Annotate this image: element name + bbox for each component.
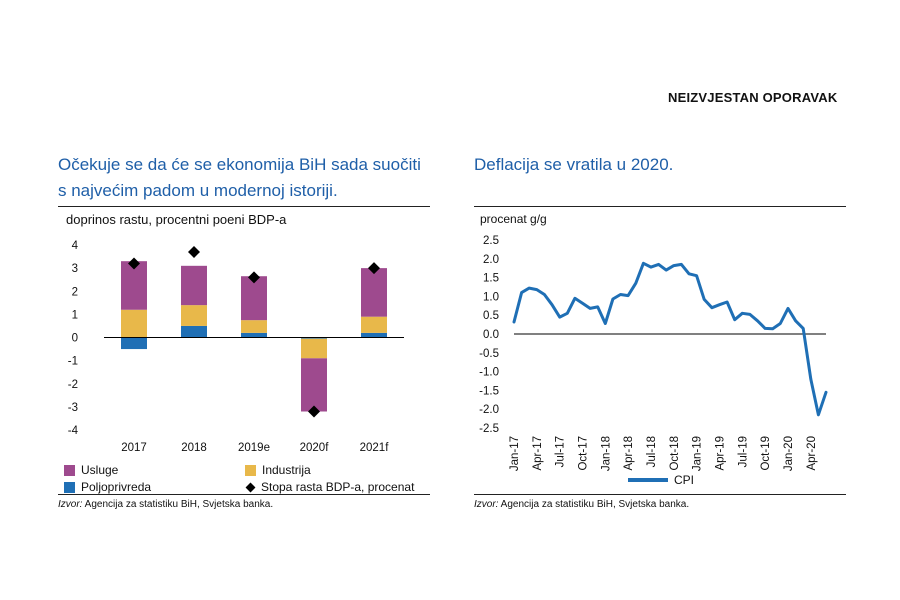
cpi-series-line (512, 261, 828, 417)
y-tick-label: -2 (68, 379, 78, 391)
bar-segment-industrija-2021f (361, 316, 387, 333)
x-tick-label: Oct-17 (577, 436, 589, 471)
left-source-prefix: Izvor: (58, 499, 83, 510)
y-tick-label: 2.0 (483, 254, 499, 266)
bar-segment-usluge-2020f (301, 358, 327, 412)
right-source-note: Izvor: Agencija za statistiku BiH, Svjet… (474, 499, 689, 510)
x-tick-label: 2020f (300, 442, 330, 454)
legend-line-cpi (628, 478, 668, 482)
y-tick-label: -4 (68, 425, 79, 437)
right-chart-title: Deflacija se vratila u 2020. (474, 155, 674, 174)
bar-segment-industrija-2017 (121, 309, 147, 338)
right-title-rule (474, 206, 846, 207)
legend-label-gdp-growth: Stopa rasta BDP-a, procenat (261, 480, 415, 494)
legend-item-cpi: CPI (628, 473, 694, 487)
legend-label-cpi: CPI (674, 473, 695, 487)
x-tick-label: 2018 (181, 442, 207, 454)
y-tick-label: 3 (72, 263, 78, 275)
y-tick-label: -3 (68, 402, 78, 414)
x-tick-label: Jul-19 (737, 436, 749, 467)
gdp-growth-marker-2017 (128, 257, 140, 270)
left-chart-ylabel: doprinos rastu, procentni poeni BDP-a (66, 212, 287, 227)
bar-segment-poljoprivreda-2020f (301, 337, 327, 339)
y-tick-label: 2.5 (483, 235, 499, 247)
y-tick-label: 1.5 (483, 273, 499, 285)
legend-label-industry: Industrija (262, 463, 311, 477)
x-tick-label: 2019e (238, 442, 270, 454)
x-tick-label: Apr-20 (806, 436, 818, 471)
left-title-rule (58, 206, 430, 207)
left-legend-rule (58, 494, 430, 495)
bar-segment-industrija-2019e (241, 320, 267, 333)
right-legend-rule (474, 494, 846, 495)
legend-swatch-services (64, 464, 75, 476)
bar-segment-usluge-2018 (181, 265, 207, 306)
y-tick-label: 2 (72, 286, 78, 298)
y-tick-label: 1 (72, 309, 78, 321)
y-tick-label: 0.5 (483, 310, 499, 322)
legend-swatch-agriculture (64, 481, 75, 493)
x-tick-label: Jul-17 (555, 436, 567, 467)
y-tick-label: -1.5 (479, 385, 499, 397)
legend-label-agriculture: Poljoprivreda (81, 480, 152, 494)
legend-swatch-industry (245, 464, 256, 476)
x-tick-label: Apr-19 (714, 436, 726, 471)
bar-segment-poljoprivreda-2019e (241, 332, 267, 338)
x-tick-label: Jan-19 (692, 436, 704, 471)
gdp-growth-marker-2018 (188, 245, 200, 258)
bar-segment-usluge-2021f (361, 268, 387, 317)
left-source-text: Agencija za statistiku BiH, Svjetska ban… (82, 499, 274, 510)
bar-segment-poljoprivreda-2017 (121, 337, 147, 350)
x-tick-label: 2017 (121, 442, 147, 454)
bar-segment-usluge-2019e (241, 276, 267, 321)
gdp-growth-marker-2021f (368, 262, 380, 275)
y-tick-label: -1.0 (479, 367, 499, 379)
legend-item-agriculture: Poljoprivreda (64, 480, 151, 494)
y-tick-label: 4 (72, 240, 79, 252)
x-tick-label: Jan-20 (783, 436, 795, 471)
legend-item-services: Usluge (64, 463, 118, 477)
x-tick-label: Apr-18 (623, 436, 635, 471)
x-tick-label: Jan-18 (600, 436, 612, 471)
y-tick-label: -1 (68, 356, 78, 368)
bar-segment-industrija-2018 (181, 305, 207, 326)
x-tick-label: 2021f (360, 442, 390, 454)
legend-item-gdp-growth: Stopa rasta BDP-a, procenat (245, 480, 414, 494)
bar-segment-poljoprivreda-2021f (361, 332, 387, 338)
right-source-prefix: Izvor: (474, 499, 499, 510)
x-tick-label: Jan-17 (509, 436, 521, 471)
y-tick-label: -2.5 (479, 423, 499, 435)
report-section-label: NEIZVJESTAN OPORAVAK (668, 90, 838, 105)
x-tick-label: Apr-17 (532, 436, 544, 471)
x-tick-label: Oct-18 (669, 436, 681, 471)
bar-segment-industrija-2020f (301, 338, 327, 359)
right-source-text: Agencija za statistiku BiH, Svjetska ban… (498, 499, 690, 510)
x-tick-label: Jul-18 (646, 436, 658, 467)
bar-segment-poljoprivreda-2018 (181, 325, 207, 338)
y-tick-label: 0.0 (483, 329, 499, 341)
right-chart-ylabel: procenat g/g (480, 212, 547, 226)
legend-label-services: Usluge (81, 463, 119, 477)
y-tick-label: -0.5 (479, 348, 499, 360)
gdp-growth-marker-2019e (248, 271, 260, 284)
left-chart-title: Očekuje se da će se ekonomija BiH sada s… (58, 155, 421, 200)
gdp-growth-marker-2020f (308, 405, 320, 418)
y-tick-label: 0 (72, 333, 78, 345)
x-tick-label: Oct-19 (760, 436, 772, 471)
left-source-note: Izvor: Agencija za statistiku BiH, Svjet… (58, 499, 273, 510)
y-tick-label: -2.0 (479, 404, 499, 416)
y-tick-label: 1.0 (483, 291, 499, 303)
legend-item-industry: Industrija (245, 463, 311, 477)
